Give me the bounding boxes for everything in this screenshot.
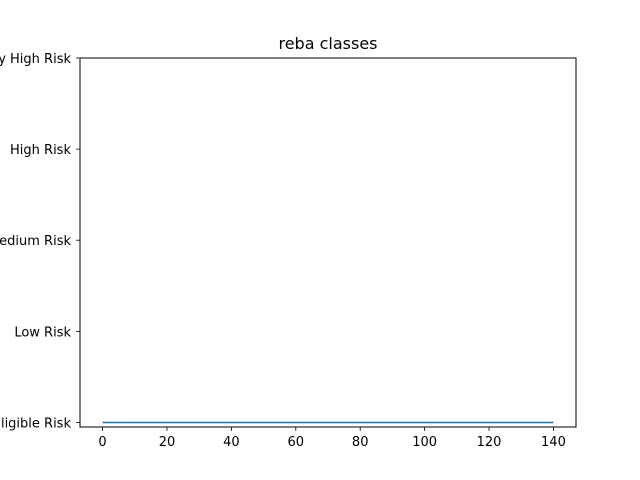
- chart-title: reba classes: [278, 34, 377, 53]
- x-tick-label: 20: [159, 435, 176, 450]
- x-tick-label: 80: [352, 435, 369, 450]
- y-tick-label: High Risk: [10, 143, 71, 158]
- x-tick-label: 120: [477, 435, 502, 450]
- x-tick-label: 0: [98, 435, 106, 450]
- x-tick-label: 100: [412, 435, 437, 450]
- y-tick-label: Very High Risk: [0, 52, 71, 67]
- x-tick-label: 140: [541, 435, 566, 450]
- plot-area-frame: [79, 57, 577, 428]
- x-tick-label: 40: [223, 435, 240, 450]
- y-tick-label: Low Risk: [14, 325, 71, 340]
- y-tick-label: Medium Risk: [0, 234, 71, 249]
- x-tick-label: 60: [288, 435, 305, 450]
- y-tick-label: Negligible Risk: [0, 416, 71, 431]
